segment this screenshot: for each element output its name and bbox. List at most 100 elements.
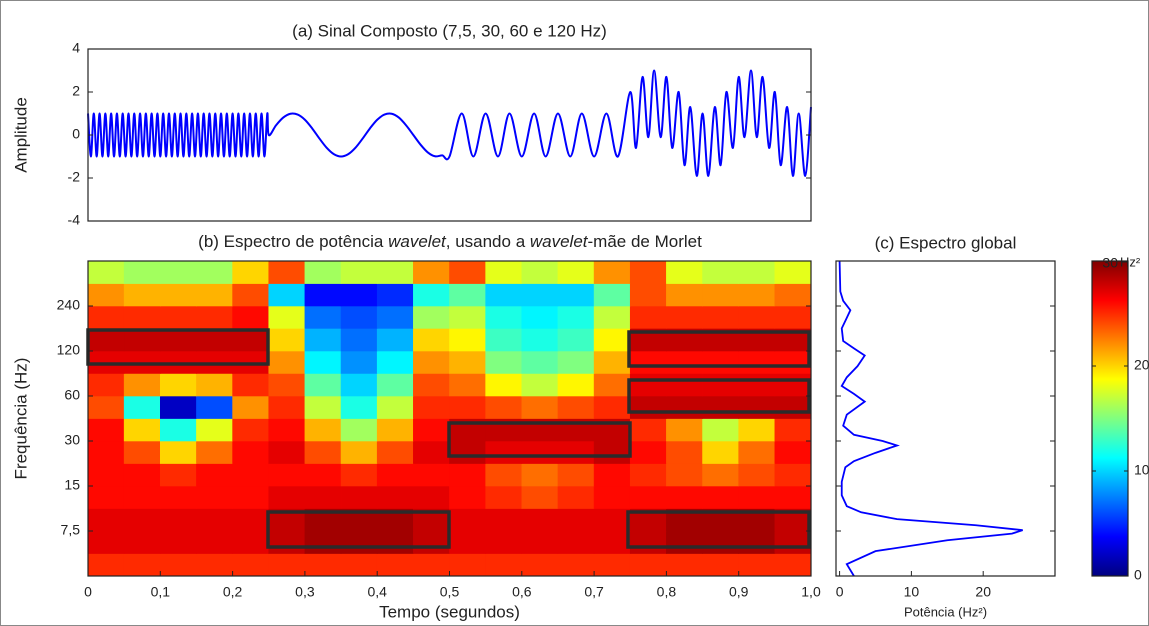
heatmap-cell [774,418,812,442]
heatmap-cell [774,530,812,554]
heatmap-cell [593,305,631,329]
heatmap-cell [87,440,125,464]
heatmap-cell [449,463,486,487]
heatmap-cell [557,328,595,352]
heatmap-cell [123,463,161,487]
heatmap-cell [557,260,595,284]
heatmap-cell [376,283,414,307]
heatmap-cell [196,283,233,307]
heatmap-cell [160,350,197,374]
heatmap-cell [376,328,414,352]
heatmap-cell [160,373,197,397]
heatmap-cell [376,485,414,509]
heatmap-cell [738,440,776,464]
heatmap-cell [304,350,342,374]
heatmap-cell [413,530,450,554]
heatmap-cell [87,373,125,397]
heatmap-cell [593,283,631,307]
heatmap-cell [413,440,450,464]
heatmap-cell [774,373,812,397]
heatmap-cell [268,305,306,329]
heatmap-cell [774,350,812,374]
band-box [447,421,632,458]
heatmap-cell [449,553,486,577]
heatmap-cell [557,305,595,329]
heatmap-cell [449,305,486,329]
heatmap-cell [196,440,233,464]
heatmap-cell [160,418,197,442]
heatmap-cell [160,395,197,419]
heatmap-cell [232,373,270,397]
heatmap-cell [268,530,306,554]
x-tick-label: 0,4 [367,584,387,600]
plot-frame [835,260,1056,577]
heatmap-cell [196,305,233,329]
x-tick-label: 0,9 [729,584,749,600]
heatmap-cell [87,328,125,352]
heatmap-cell [629,440,667,464]
heatmap-cell [629,463,667,487]
heatmap-cell [593,508,631,532]
heatmap-cell [593,485,631,509]
heatmap-cell [413,553,450,577]
chart-title: (c) Espectro global [875,233,1017,252]
heatmap-cell [485,508,523,532]
heatmap-cell [738,395,776,419]
heatmap-cell [666,485,703,509]
band-box [626,510,811,549]
heatmap-cell [521,395,559,419]
colorbar-tick-label: 10 [1134,462,1149,478]
heatmap-cell [738,373,776,397]
heatmap-cell [702,305,739,329]
x-tick-label: 20 [975,584,991,600]
heatmap-cell [702,395,739,419]
heatmap-cell [268,463,306,487]
heatmap-cell [268,283,306,307]
heatmap-cell [340,485,378,509]
heatmap-cell [304,463,342,487]
x-tick-label: 0 [84,584,92,600]
heatmap-cell [629,350,667,374]
heatmap-cell [666,418,703,442]
heatmap-cell [87,350,125,374]
heatmap-cell [485,350,523,374]
heatmap-cell [449,328,486,352]
heatmap-cell [268,440,306,464]
heatmap-cell [702,440,739,464]
heatmap-cell [485,305,523,329]
heatmap-cell [666,395,703,419]
colorbar [1091,260,1129,577]
heatmap-cell [521,260,559,284]
heatmap-cell [232,508,270,532]
heatmap-cell [629,283,667,307]
heatmap-cell [593,260,631,284]
heatmap-cell [666,373,703,397]
heatmap-cell [449,508,486,532]
title-part: wavelet [388,232,447,251]
heatmap-cell [376,373,414,397]
heatmap-cell [774,283,812,307]
heatmap-cell [666,260,703,284]
heatmap-cell [485,283,523,307]
colorbar-tick-label: 20 [1134,357,1149,373]
heatmap-cell [340,305,378,329]
heatmap-cell [666,463,703,487]
signal-line [87,69,812,177]
heatmap-cell [702,530,739,554]
heatmap-cell [304,418,342,442]
heatmap-cell [304,283,342,307]
heatmap-cell [702,485,739,509]
heatmap-cell [774,463,812,487]
heatmap-cell [738,553,776,577]
heatmap-cell [449,530,486,554]
heatmap-cell [485,395,523,419]
heatmap-cell [738,530,776,554]
heatmap-cell [87,530,125,554]
heatmap-cell [738,283,776,307]
heatmap-cell [87,463,125,487]
heatmap-cell [557,283,595,307]
heatmap-cell [557,395,595,419]
title-part: wavelet [530,232,589,251]
heatmap-cell [521,328,559,352]
heatmap-cell [666,553,703,577]
